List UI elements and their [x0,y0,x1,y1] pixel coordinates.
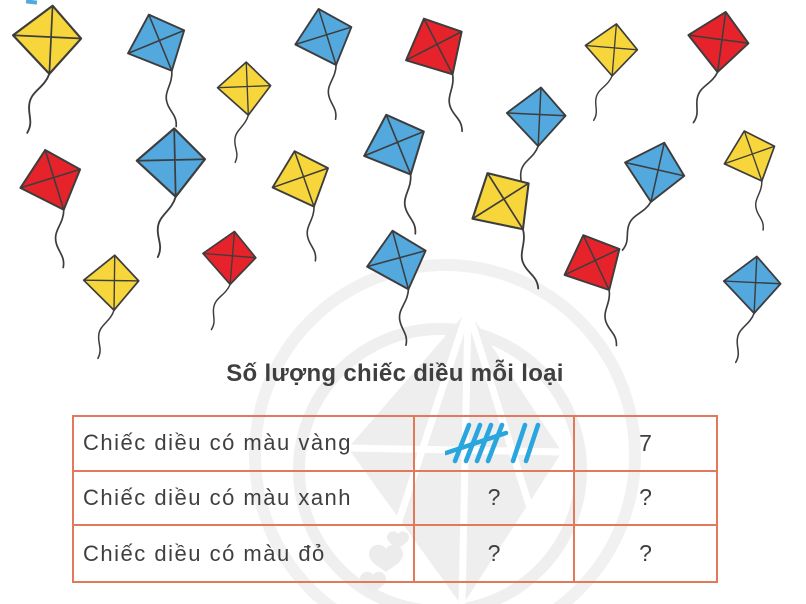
kite-body [624,141,686,203]
kite-body [216,61,272,116]
kite-spars [585,23,638,76]
kite-tail [448,73,463,133]
kite-red [687,11,750,124]
kite-yellow [216,61,272,164]
cropped-kite-fragment [25,0,38,5]
kite-spars [724,130,775,182]
kite-tail [692,71,719,124]
kite-blue [505,86,567,198]
kite-body [405,17,463,76]
kite-red [19,149,82,269]
kite-tail [520,228,540,290]
kite-body [505,86,567,148]
kite-body [722,255,782,315]
tally-table: Chiếc diều có màu vàng 7 Chiếc diều có m… [72,415,718,583]
kite-yellow [723,130,776,231]
row-label-red: Chiếc diều có màu đỏ [74,526,415,581]
kite-body [127,13,186,72]
kite-red [563,234,621,347]
kite-blue [363,113,425,235]
kite-spars [12,5,82,74]
kite-blue [621,141,686,251]
kite-spars [127,14,185,72]
kite-tail [398,288,410,347]
kite-spars [366,230,426,290]
kite-spars [624,142,685,203]
kite-tail [26,72,51,134]
kite-yellow [11,4,83,134]
kite-tail [156,195,177,259]
kite-spars [272,150,329,207]
kite-spars [20,149,81,210]
kite-tail [210,283,231,331]
kite-spars [723,256,781,314]
kite-blue [294,7,353,121]
tally-cell-yellow [415,417,575,472]
kite-yellow [271,150,329,262]
kite-body [82,254,140,312]
kite-body [366,229,427,291]
page-title: Số lượng chiếc diều mỗi loại [226,360,564,387]
kite-tail [621,201,652,251]
kite-blue [366,229,427,347]
kite-tail [327,64,337,121]
kite-red [405,17,463,133]
tally-marks [445,423,541,464]
count-cell-yellow: 7 [575,417,716,472]
kite-spars [136,128,205,197]
kite-spars [202,231,256,285]
kite-body [687,11,750,74]
kite-body [563,234,621,291]
tally-cell-blue: ? [415,471,575,527]
kite-spars [217,62,271,116]
kite-body [271,150,329,208]
kite-blue [135,127,207,259]
kite-yellow [471,172,540,290]
kite-tail [54,208,65,269]
tally-cell-red: ? [415,526,575,581]
kite-blue [722,255,782,364]
kite-spars [295,8,352,66]
kite-tail [403,173,417,235]
kite-spars [506,87,566,147]
kite-blue [127,13,186,128]
count-cell-blue: ? [575,472,716,527]
kite-body [584,23,639,77]
kite-tail [604,289,618,347]
kite-body [471,172,530,231]
kite-spars [564,234,620,291]
kite-spars [688,11,749,73]
row-label-yellow: Chiếc diều có màu vàng [74,417,415,472]
kite-tail [518,145,539,198]
kite-body [135,127,207,198]
row-label-blue: Chiếc diều có màu xanh [74,471,415,527]
kite-yellow [82,254,140,360]
kite-body [19,149,82,211]
kite-body [363,113,425,176]
kite-yellow [584,23,639,122]
kite-body [11,4,83,75]
kite-tail [97,309,115,360]
kite-spars [405,18,463,75]
kite-tail [306,205,317,262]
count-cell-red: ? [639,540,652,567]
kite-spars [472,172,530,230]
kite-tail [734,312,755,364]
kite-tail [165,69,178,128]
kite-spars [83,255,139,311]
kite-tail [592,75,613,122]
kite-body [294,7,353,66]
kite-tail [755,180,765,231]
kite-body [723,130,776,182]
kite-red [202,230,257,331]
kite-tail [234,114,250,164]
kite-spars [363,114,425,175]
kite-body [202,230,257,286]
